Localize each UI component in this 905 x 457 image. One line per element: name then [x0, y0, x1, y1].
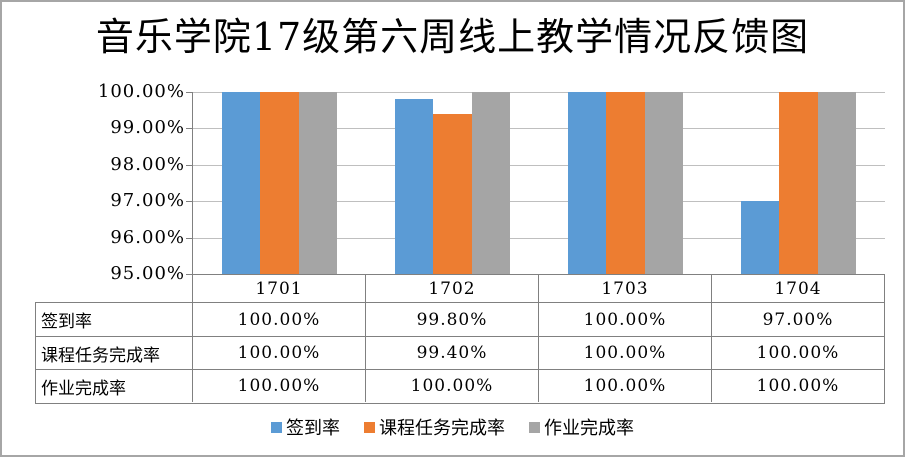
y-axis-tick-label: 100.00%: [97, 81, 185, 102]
table-cell: 100.00%: [538, 303, 711, 336]
legend-label: 课程任务完成率: [379, 418, 505, 439]
legend: 签到率 课程任务完成率 作业完成率: [2, 412, 903, 442]
row-header: 签到率: [41, 312, 92, 332]
gridline: [193, 165, 885, 166]
y-axis-tick-label: 96.00%: [110, 227, 185, 248]
bar: [221, 92, 261, 274]
bar: [779, 92, 818, 274]
legend-color-key: [364, 421, 375, 433]
bar: [298, 92, 338, 274]
y-axis-tick-label: 98.00%: [110, 154, 185, 175]
table-cell: 100.00%: [192, 370, 365, 402]
bar: [644, 92, 684, 274]
table-cell: 100.00%: [538, 370, 711, 402]
y-axis-tick: [186, 274, 192, 275]
category-label: 1704: [711, 275, 884, 302]
bar: [740, 201, 780, 274]
legend-item: 课程任务完成率: [364, 414, 505, 440]
y-axis-tick: [186, 238, 192, 239]
table-row: 签到率 100.00% 99.80% 100.00% 97.00%: [36, 303, 884, 336]
data-table: 签到率 100.00% 99.80% 100.00% 97.00% 课程任务完成率 100.…: [35, 302, 885, 404]
y-axis-tick-label: 95.00%: [110, 263, 185, 284]
category-label: 1701: [255, 278, 303, 299]
category-label: 1702: [365, 275, 538, 302]
gridline: [193, 92, 885, 93]
table-cell: 100.00%: [711, 337, 884, 369]
table-cell: 97.00%: [711, 303, 884, 336]
bar: [394, 99, 434, 274]
bar: [471, 92, 511, 274]
y-axis-tick: [186, 92, 192, 93]
table-cell: 100.00%: [711, 370, 884, 402]
bar: [260, 92, 299, 274]
y-axis-tick: [186, 201, 192, 202]
table-cell: 100.00%: [192, 303, 365, 336]
chart-title: 音乐学院17级第六周线上教学情况反馈图: [95, 15, 810, 59]
plot-area: [186, 92, 885, 275]
table-row: 作业完成率 100.00% 100.00% 100.00% 100.00%: [36, 369, 884, 402]
bar: [433, 113, 472, 274]
y-axis-tick: [186, 165, 192, 166]
legend-label: 签到率: [286, 418, 340, 439]
row-header: 课程任务完成率: [41, 345, 160, 366]
bar: [567, 92, 607, 274]
table-cell: 99.80%: [365, 303, 538, 336]
legend-label: 作业完成率: [544, 418, 634, 439]
gridline: [193, 238, 885, 239]
y-axis-tick-label: 97.00%: [110, 190, 185, 211]
y-axis-tick-label: 99.00%: [110, 117, 185, 138]
bar: [817, 92, 857, 274]
table-cell: 99.40%: [365, 337, 538, 369]
legend-item: 签到率: [271, 414, 340, 440]
category-label: 1703: [538, 275, 711, 302]
legend-item: 作业完成率: [529, 414, 634, 440]
legend-color-key: [271, 421, 282, 433]
category-axis-row: 1701 1702 1703 1704: [192, 275, 885, 302]
bar: [606, 92, 645, 274]
table-cell: 100.00%: [192, 337, 365, 369]
table-row: 课程任务完成率 100.00% 99.40% 100.00% 100.00%: [36, 336, 884, 369]
table-cell: 100.00%: [538, 337, 711, 369]
y-axis-tick: [186, 128, 192, 129]
gridline: [193, 128, 885, 129]
legend-color-key: [529, 421, 540, 433]
table-cell: 100.00%: [365, 370, 538, 402]
gridline: [193, 201, 885, 202]
row-header: 作业完成率: [41, 378, 126, 399]
